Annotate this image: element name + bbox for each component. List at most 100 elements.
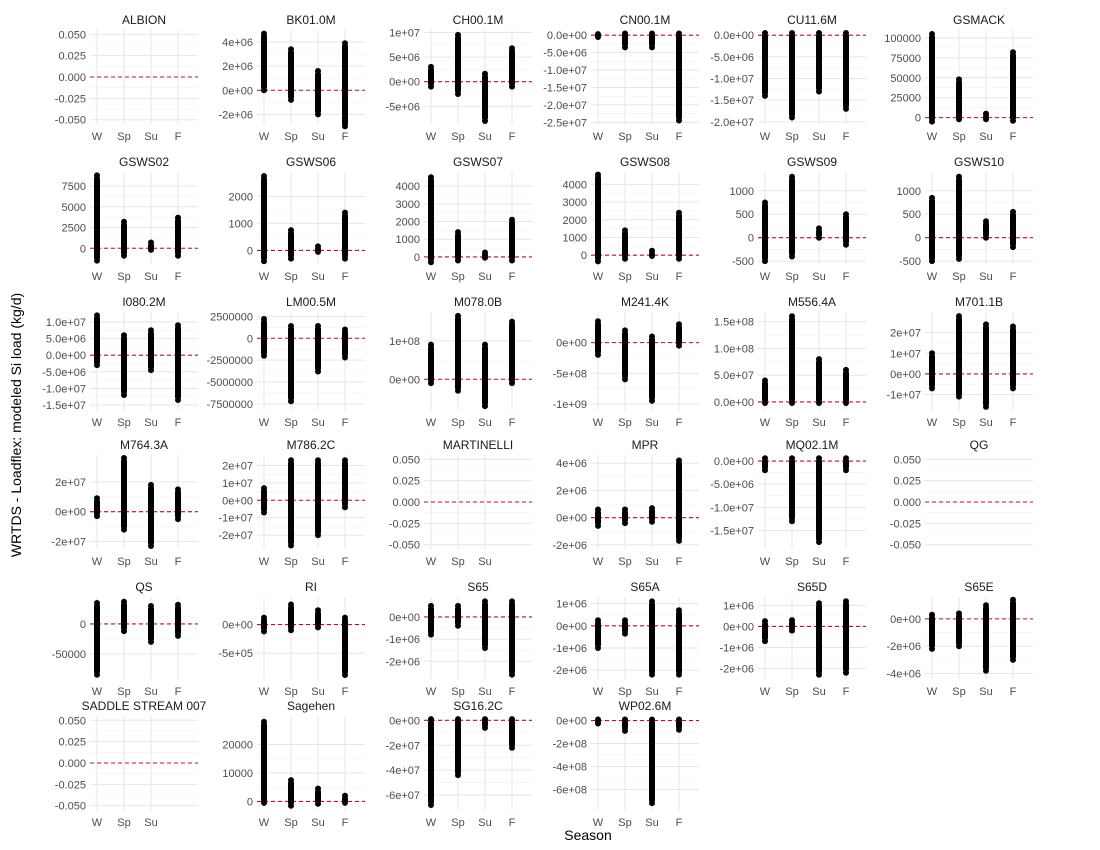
data-point-min <box>762 638 768 645</box>
x-tick-label: Sp <box>117 131 130 143</box>
y-tick-label: -7500000 <box>207 399 254 411</box>
facet-title: GSWS02 <box>119 155 169 169</box>
x-tick-label: W <box>259 271 270 283</box>
facet-title: CN00.1M <box>620 13 671 27</box>
x-tick-label: F <box>676 686 683 698</box>
y-tick-label: -5.0e+06 <box>710 479 754 491</box>
x-tick-label: F <box>175 556 182 568</box>
data-point-cluster <box>342 329 348 358</box>
data-point-cluster <box>649 33 655 48</box>
data-point-cluster <box>622 620 628 634</box>
facet-title: Sagehen <box>287 699 335 713</box>
data-point-min <box>288 627 294 634</box>
facet-panel: -2e+06 0e+00 2e+06 4e+06 W Sp Su F BK01.0M <box>218 13 365 143</box>
y-tick-label: 0.000 <box>893 497 921 509</box>
x-tick-label: F <box>342 817 349 829</box>
y-tick-label: 3000 <box>563 197 587 209</box>
data-point-cluster <box>342 212 348 259</box>
x-tick-label: W <box>92 686 103 698</box>
x-tick-label: W <box>593 817 604 829</box>
data-point-cluster <box>843 369 849 404</box>
data-point-cluster <box>789 316 795 404</box>
data-point-cluster <box>649 508 655 522</box>
x-tick-label: W <box>927 686 938 698</box>
data-point-max <box>649 333 655 340</box>
facet-title: I080.2M <box>122 295 165 309</box>
data-point-max <box>816 455 822 462</box>
x-tick-label: Su <box>979 271 992 283</box>
data-point-max <box>843 598 849 605</box>
data-point-max <box>649 716 655 723</box>
y-tick-label: -1.0e+07 <box>42 383 86 395</box>
y-tick-label: 10000 <box>222 768 253 780</box>
data-point-min <box>676 117 682 124</box>
facet-title: MARTINELLI <box>443 438 513 452</box>
facet-panel: 0 1000 2000 W Sp Su F GSWS06 <box>229 155 365 283</box>
x-tick-label: Sp <box>117 817 130 829</box>
y-tick-label: -5.0e+06 <box>543 48 587 60</box>
data-point-max <box>983 110 989 117</box>
data-point-cluster <box>315 460 321 536</box>
data-point-cluster <box>261 617 267 632</box>
y-tick-label: 0e+00 <box>389 715 420 727</box>
data-point-cluster <box>428 177 434 263</box>
data-point-max <box>649 598 655 605</box>
data-point-max <box>956 173 962 180</box>
facet-title: GSWS10 <box>954 155 1004 169</box>
data-point-max <box>148 602 154 609</box>
y-tick-label: 25000 <box>890 93 921 105</box>
data-point-min <box>315 800 321 807</box>
data-point-max <box>789 173 795 180</box>
data-point-min <box>428 259 434 266</box>
facet-title: RI <box>305 580 317 594</box>
data-point-min <box>261 258 267 265</box>
y-tick-label: 0 <box>414 252 420 264</box>
y-tick-label: 0e+00 <box>890 614 921 626</box>
facet-panel: -2e+06 0e+00 2e+06 4e+06 W Sp Su F MPR <box>552 438 699 568</box>
y-tick-label: 0e+00 <box>55 507 86 519</box>
x-tick-label: Su <box>311 417 324 429</box>
x-tick-label: F <box>676 131 683 143</box>
y-tick-label: 0 <box>915 233 921 245</box>
x-tick-label: W <box>92 271 103 283</box>
data-point-max <box>622 227 628 234</box>
x-tick-label: F <box>342 417 349 429</box>
data-point-max <box>342 40 348 47</box>
data-point-cluster <box>595 620 601 648</box>
data-point-cluster <box>261 721 267 803</box>
data-point-cluster <box>762 458 768 471</box>
x-tick-label: Sp <box>785 417 798 429</box>
data-point-max <box>509 318 515 325</box>
data-point-min <box>649 44 655 51</box>
data-point-max <box>175 486 181 493</box>
data-point-cluster <box>929 197 935 262</box>
facet-title: M786.2C <box>287 438 336 452</box>
y-tick-label: 75000 <box>890 53 921 65</box>
data-point-min <box>509 671 515 678</box>
data-point-max <box>843 366 849 373</box>
x-tick-label: Sp <box>284 686 297 698</box>
x-tick-label: Sp <box>618 686 631 698</box>
y-tick-label: 1000 <box>563 232 587 244</box>
data-point-min <box>649 253 655 260</box>
data-point-min <box>956 643 962 650</box>
y-tick-label: -5000000 <box>207 377 254 389</box>
x-tick-label: Sp <box>618 271 631 283</box>
data-point-min <box>288 255 294 262</box>
x-tick-label: W <box>259 417 270 429</box>
x-tick-label: Sp <box>284 271 297 283</box>
y-tick-label: 0 <box>247 796 253 808</box>
x-tick-label: Sp <box>451 417 464 429</box>
data-point-max <box>261 485 267 492</box>
x-tick-label: Su <box>144 686 157 698</box>
y-tick-label: -0.025 <box>55 779 86 791</box>
data-point-cluster <box>455 605 461 626</box>
data-point-max <box>175 322 181 329</box>
data-point-max <box>816 225 822 232</box>
data-point-max <box>762 199 768 206</box>
data-point-min <box>983 116 989 123</box>
data-point-max <box>983 602 989 609</box>
data-point-cluster <box>929 353 935 389</box>
data-point-cluster <box>121 335 127 396</box>
x-tick-label: Su <box>478 686 491 698</box>
